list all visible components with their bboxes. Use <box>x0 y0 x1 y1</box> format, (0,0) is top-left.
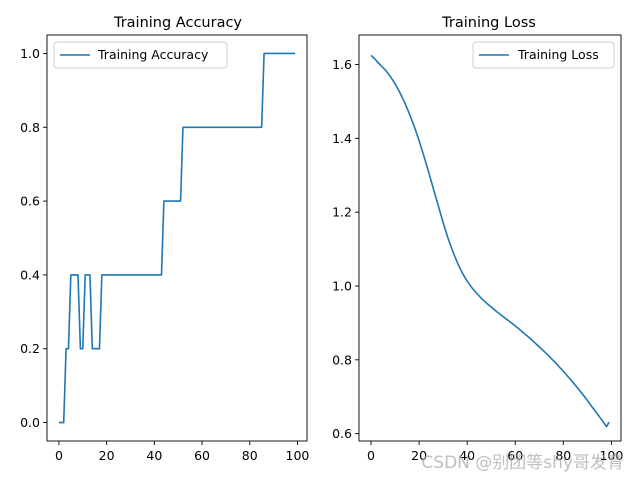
accuracy-chart-title: Training Accuracy <box>113 15 242 31</box>
loss-legend-label: Training Loss <box>517 47 599 62</box>
accuracy-legend-box <box>53 41 228 69</box>
accuracy-ytick-label: 0.0 <box>20 415 40 430</box>
accuracy-legend-label: Training Accuracy <box>97 47 209 62</box>
accuracy-legend: Training Accuracy <box>53 41 228 69</box>
loss-ytick-label: 1.2 <box>332 205 352 220</box>
accuracy-ticks: 0 20 40 60 80 100 0.0 0.2 0.4 0.6 0.8 1.0 <box>20 46 309 463</box>
accuracy-ytick-label: 0.6 <box>20 194 40 209</box>
loss-xtick-label: 60 <box>507 448 523 463</box>
loss-chart-title: Training Loss <box>441 15 536 31</box>
accuracy-series-line <box>58 52 296 424</box>
loss-ticks: 0 20 40 60 80 100 0.6 0.8 1.0 1.2 1.4 1.6 <box>332 57 623 463</box>
accuracy-ytick-label: 0.8 <box>20 120 40 135</box>
accuracy-ytick-label: 0.4 <box>20 267 40 282</box>
loss-xtick-label: 40 <box>459 448 475 463</box>
accuracy-chart: Training Accuracy 0 20 40 60 80 1000.00.20.40… <box>20 15 309 463</box>
loss-xtick-label: 0 <box>367 448 375 463</box>
accuracy-xtick-label: 100 <box>286 448 310 463</box>
loss-legend: Training Loss <box>472 41 615 69</box>
loss-ytick-label: 1.4 <box>332 131 352 146</box>
watermark-text: CSDN @别团等shy哥发育 <box>421 453 624 473</box>
loss-ytick-label: 1.0 <box>332 278 352 293</box>
accuracy-plot-area <box>58 52 296 424</box>
accuracy-ytick-label: 1.0 <box>20 46 40 61</box>
loss-axes-frame <box>358 34 622 442</box>
loss-series-line <box>370 54 610 428</box>
accuracy-xtick-label: 0 <box>55 448 63 463</box>
loss-legend-box <box>472 41 615 69</box>
accuracy-xtick-label: 40 <box>146 448 162 463</box>
accuracy-xtick-label: 80 <box>242 448 258 463</box>
accuracy-axes-frame <box>46 34 308 442</box>
loss-plot-area <box>370 54 610 428</box>
loss-xtick-label: 100 <box>599 448 623 463</box>
loss-xtick-label: 80 <box>555 448 571 463</box>
accuracy-xtick-label: 60 <box>194 448 210 463</box>
accuracy-ytick-label: 0.2 <box>20 341 40 356</box>
loss-ytick-label: 1.6 <box>332 57 352 72</box>
loss-ytick-label: 0.6 <box>332 426 352 441</box>
loss-ytick-label: 0.8 <box>332 352 352 367</box>
accuracy-xtick-label: 20 <box>99 448 115 463</box>
loss-xtick-label: 20 <box>411 448 427 463</box>
loss-chart: Training Loss 0 20 40 60 80 100 0.6 0.8 1.0 1.2 1.… <box>332 15 623 463</box>
